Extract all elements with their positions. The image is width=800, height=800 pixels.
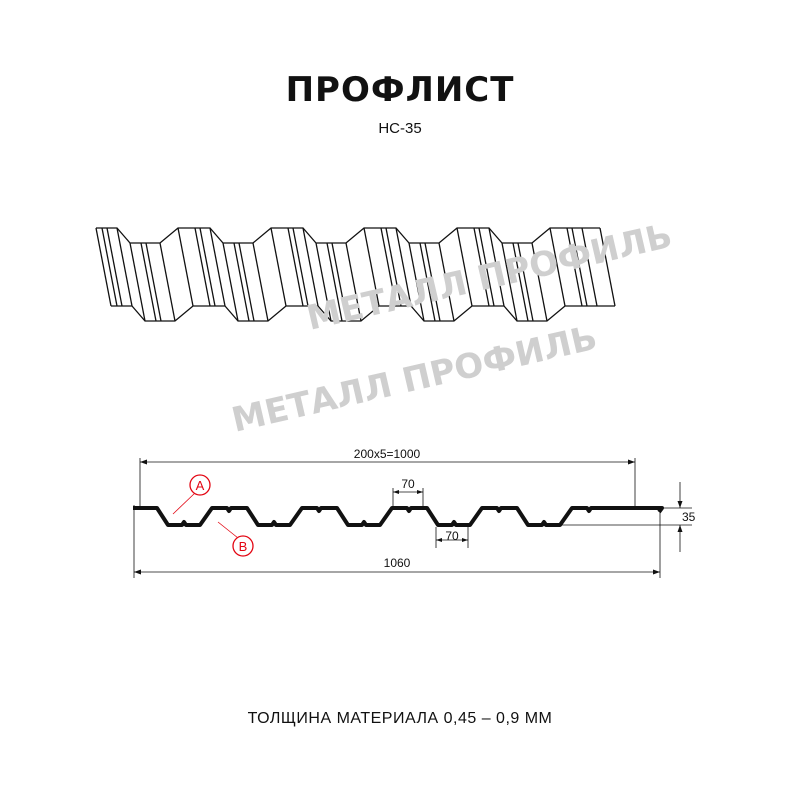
- sheet-fold-line: [363, 227, 380, 307]
- height-label: 35: [682, 510, 696, 524]
- sheet-rib-line: [140, 242, 157, 322]
- sheet-fold-line: [177, 227, 194, 307]
- sheet-fold-line: [209, 227, 226, 307]
- sheet-fold-line: [438, 242, 455, 322]
- arrowheads: [134, 459, 683, 575]
- sheet-fold-line: [549, 227, 566, 307]
- sheet-rib-line: [326, 242, 343, 322]
- sheet-fold-line: [599, 227, 616, 307]
- sheet-fold-line: [270, 227, 287, 307]
- sheet-top-edge: [96, 227, 600, 244]
- bottom-flat-label: 70: [445, 529, 459, 543]
- marker-b: B: [217, 521, 254, 557]
- sheet-rib-line: [385, 227, 402, 307]
- sheet-rib-line: [424, 242, 441, 322]
- sheet-fold-line: [531, 242, 548, 322]
- sheet-rib-line: [478, 227, 495, 307]
- pitch-dimension-label: 200x5=1000: [354, 447, 421, 461]
- sheet-rib-line: [287, 227, 304, 307]
- sheet-rib-line: [238, 242, 255, 322]
- cross-section-profile: [133, 506, 664, 527]
- sheet-rib-line: [106, 227, 123, 307]
- sheet-rib-line: [473, 227, 490, 307]
- sheet-fold-line: [345, 242, 362, 322]
- sheet-fold-line: [408, 242, 425, 322]
- total-width-label: 1060: [384, 556, 411, 570]
- sheet-rib-line: [380, 227, 397, 307]
- sheet-fold-line: [116, 227, 133, 307]
- marker-a: A: [172, 474, 211, 515]
- sheet-fold-line: [159, 242, 176, 322]
- sheet-fold-line: [488, 227, 505, 307]
- sheet-rib-line: [517, 242, 534, 322]
- sheet-rib-line: [145, 242, 162, 322]
- dimension-lines: [133, 458, 692, 578]
- watermark-top: МЕТАЛЛ ПРОФИЛЬ: [303, 216, 676, 339]
- sheet-rib-line: [331, 242, 348, 322]
- sheet-fold-line: [501, 242, 518, 322]
- sheet-fold-line: [222, 242, 239, 322]
- sheet-fold-line: [302, 227, 319, 307]
- marker-a-label: A: [196, 478, 205, 493]
- sheet-rib-line: [233, 242, 250, 322]
- sheet-3d-view: [95, 227, 616, 322]
- sheet-fold-line: [456, 227, 473, 307]
- thickness-note: ТОЛЩИНА МАТЕРИАЛА 0,45 – 0,9 ММ: [247, 710, 553, 727]
- sheet-rib-line: [292, 227, 309, 307]
- top-flat-label: 70: [401, 477, 415, 491]
- sheet-fold-line: [395, 227, 412, 307]
- sheet-fold-line: [95, 227, 112, 307]
- sheet-rib-line: [194, 227, 211, 307]
- sheet-fold-line: [315, 242, 332, 322]
- sheet-rib-line: [101, 227, 118, 307]
- sheet-rib-line: [571, 227, 588, 307]
- sheet-rib-line: [419, 242, 436, 322]
- sheet-fold-line: [129, 242, 146, 322]
- sheet-rib-line: [199, 227, 216, 307]
- sheet-fold-line: [581, 227, 598, 307]
- sheet-fold-line: [252, 242, 269, 322]
- marker-b-label: B: [239, 539, 248, 554]
- model-subtitle: НС-35: [378, 120, 422, 137]
- sheet-rib-line: [566, 227, 583, 307]
- sheet-rib-line: [512, 242, 529, 322]
- page-title: ПРОФЛИСТ: [285, 70, 515, 110]
- watermark-bottom: МЕТАЛЛ ПРОФИЛЬ: [228, 318, 601, 441]
